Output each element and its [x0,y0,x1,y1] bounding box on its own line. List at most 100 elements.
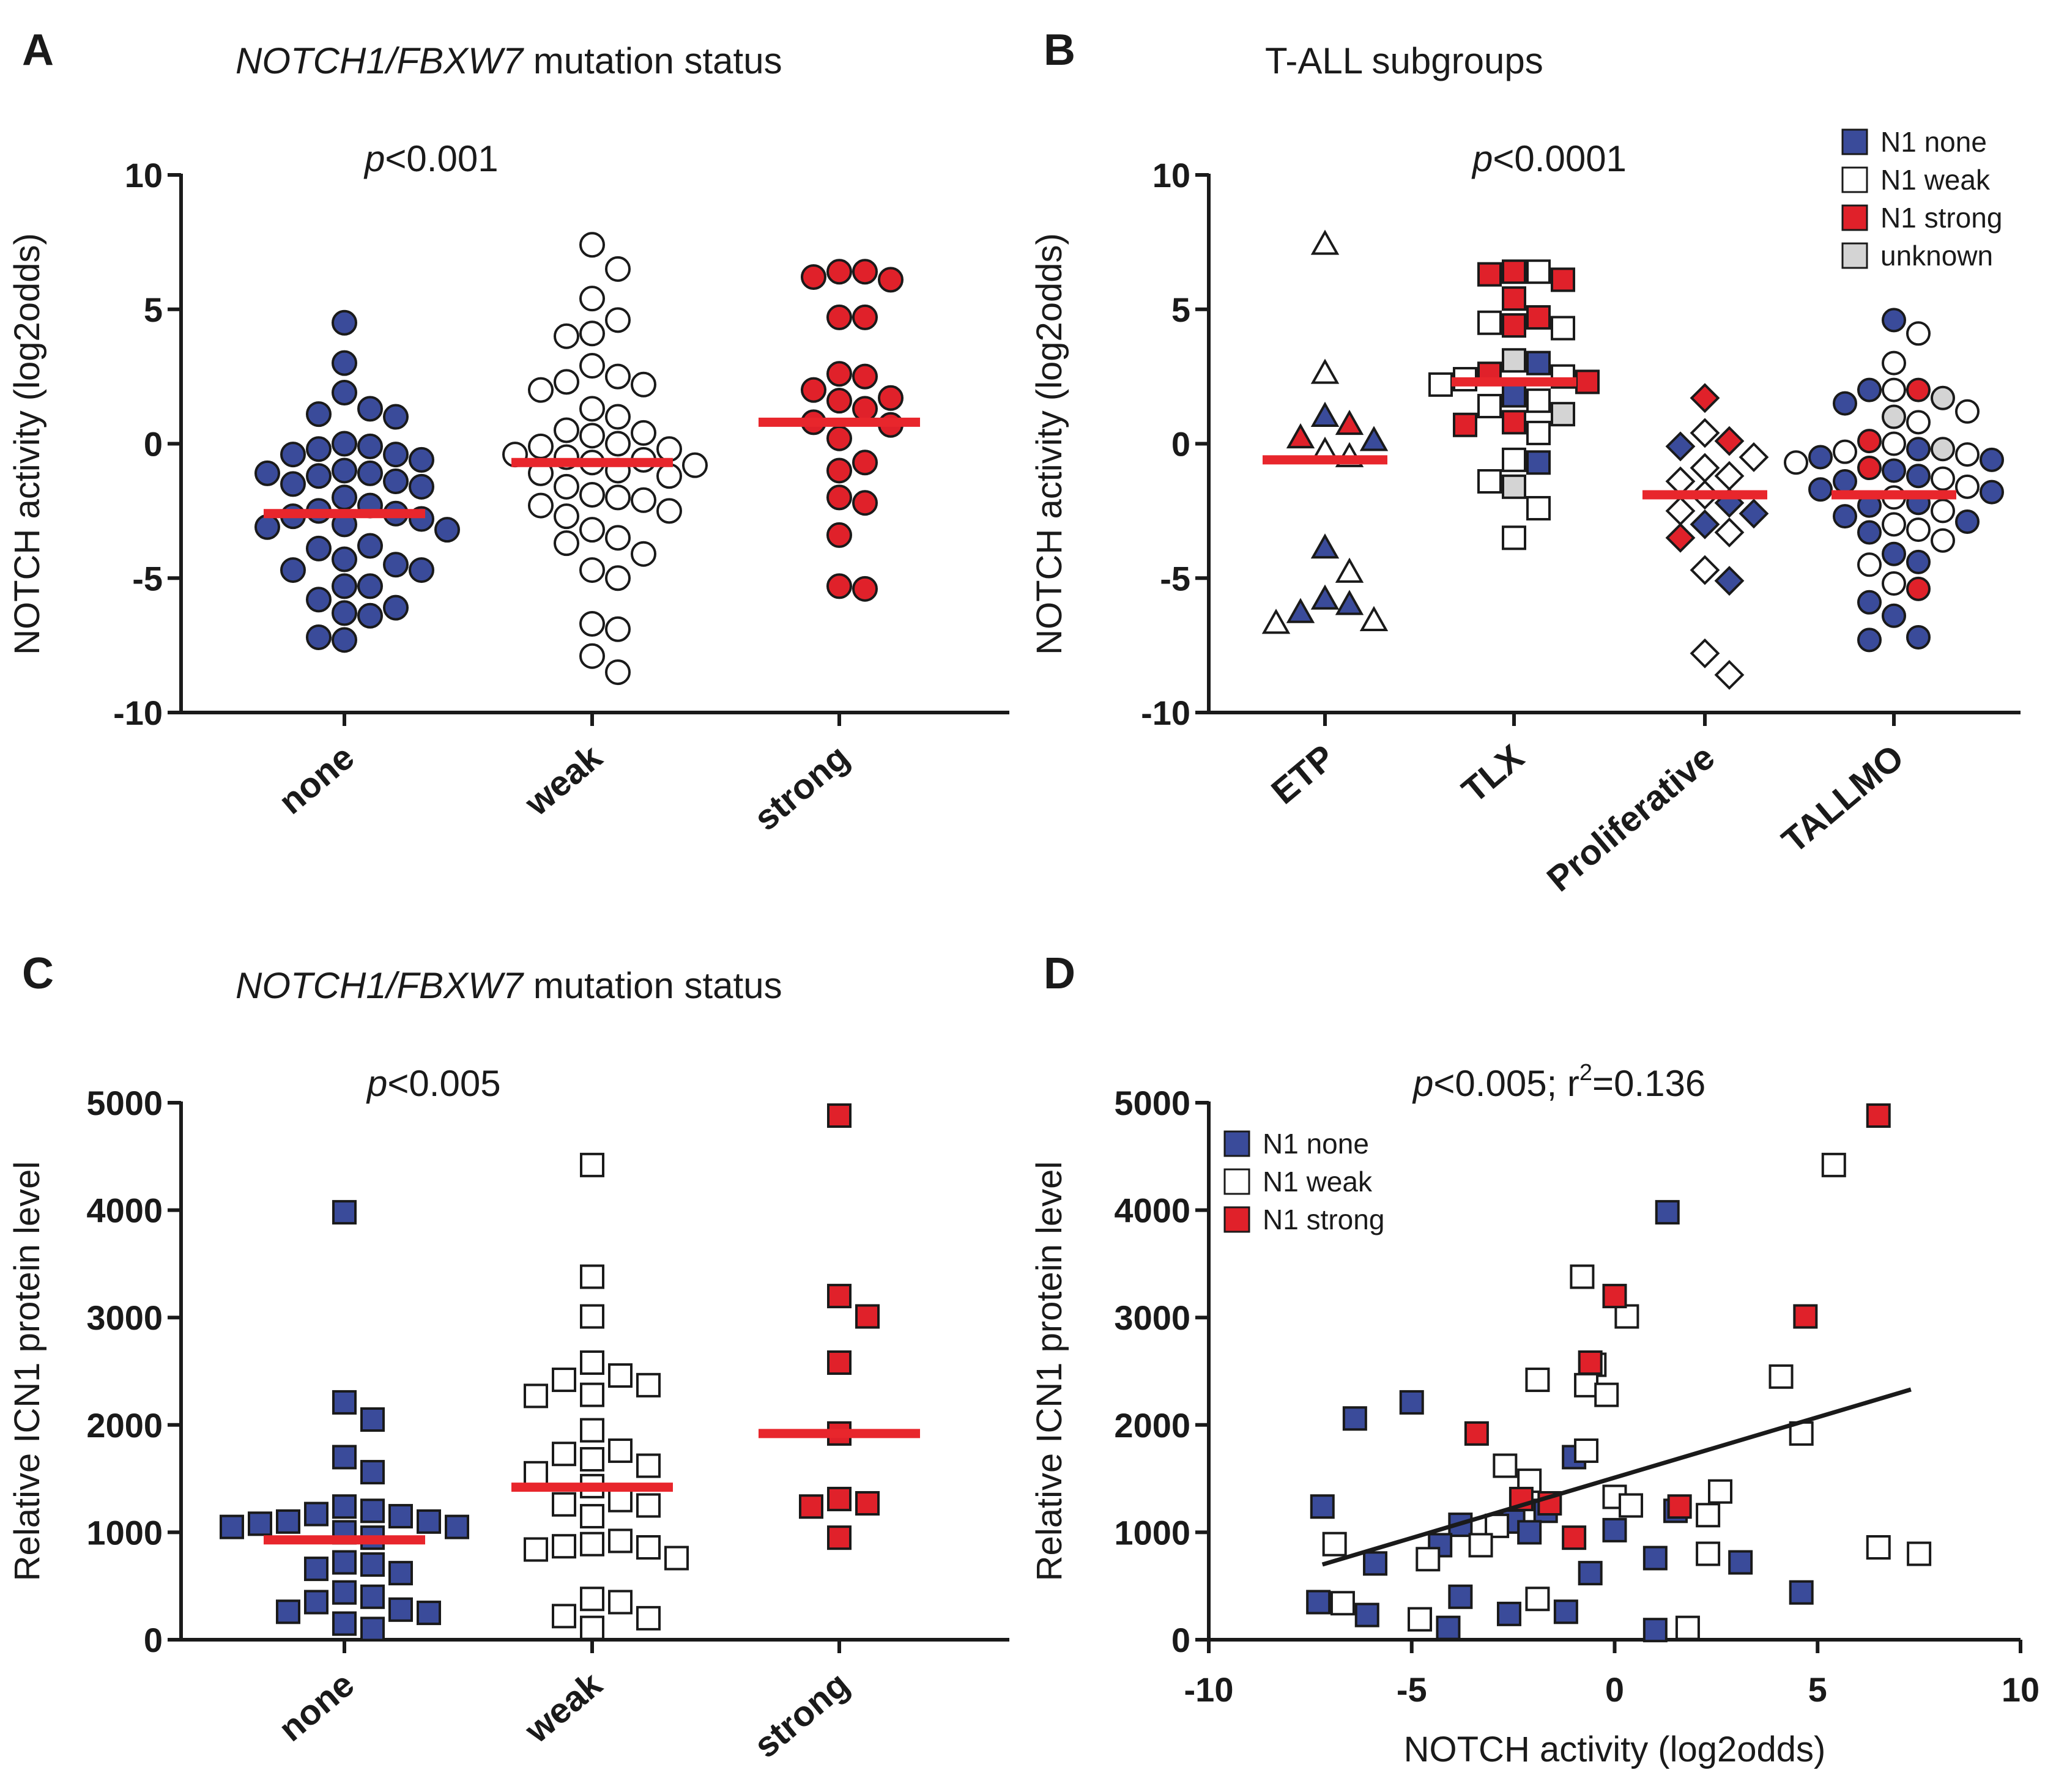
panel-a-point-none [280,471,306,497]
panel-d-point [1602,1284,1627,1309]
panel-d-point [1306,1590,1331,1615]
panel-d-y-tick-label: 2000 [1114,1406,1190,1445]
panel-c-point-strong [855,1304,880,1329]
panel-a-point-none [409,473,434,500]
panel-b-point-proliferative [1714,660,1745,690]
panel-b-point-tallmo [1882,458,1906,483]
panel-d-point [1578,1561,1603,1586]
panel-b-point-tlx [1575,369,1600,394]
panel-c-title: NOTCH1/FBXW7 mutation status [236,965,782,1006]
panel-a-point-none [306,624,332,650]
panel-a-point-none [332,627,357,653]
panel-a-point-strong [826,304,852,330]
panel-d-point [1399,1390,1424,1415]
panel-d-point [1728,1550,1753,1575]
panel-b-point-tlx [1551,267,1575,292]
panel-a-point-strong [852,450,878,476]
panel-d-legend-label: N1 none [1263,1128,1369,1160]
panel-d-point [1578,1350,1603,1375]
panel-d-point [1768,1364,1794,1389]
panel-b-y-tick-label: -5 [1160,559,1190,598]
panel-a-point-none [332,350,357,376]
panel-a-point-none [383,404,409,430]
panel-b-pvalue: p<0.0001 [1471,138,1627,179]
panel-a-point-none [306,436,332,462]
panel-b-point-tallmo [1931,528,1955,553]
panel-a-point-none [332,431,357,457]
panel-a-point-none [306,535,332,561]
panel-d-y-axis-label: Relative ICN1 protein level [1030,1161,1069,1582]
panel-a-point-strong [826,425,852,451]
panel-b-point-etp [1310,584,1340,610]
panel-a-point-strong [801,377,826,403]
panel-b-legend-swatch [1841,128,1868,155]
panel-b-point-tlx [1502,474,1526,499]
panel-c-x-tick-label: none [271,1664,362,1749]
panel-b-point-tlx [1502,348,1526,373]
panel-b-point-tallmo [1882,308,1906,333]
panel-c-point-weak [552,1368,576,1393]
panel-b-y-axis-label: NOTCH activity (log2odds) [1030,233,1069,655]
panel-b-point-proliferative [1714,426,1745,456]
panel-b-point-tallmo [1833,504,1857,529]
panel-c-point-weak [552,1492,576,1517]
panel-c-point-weak [580,1446,604,1472]
panel-d-x-tick-label: 0 [1605,1670,1624,1709]
panel-b-legend-swatch [1841,204,1868,231]
panel-c-point-strong [799,1494,823,1519]
panel-c-point-none [417,1601,441,1626]
panel-b-point-tallmo [1882,431,1906,456]
panel-a-point-strong [826,573,852,599]
panel-c-point-weak [580,1350,604,1375]
panel-c-point-none [220,1514,244,1539]
panel-d-point [1642,1546,1668,1571]
panel-a-point-weak [605,525,631,551]
panel-a-point-weak [579,353,605,379]
panel-a-y-axis-label: NOTCH activity (log2odds) [7,233,47,655]
panel-a-point-weak [605,565,631,591]
panel-b-point-tallmo [1906,624,1931,650]
panel-a-y-tick-label: 5 [144,291,163,329]
panel-b-x-tick-label: ETP [1264,737,1342,812]
panel-c-point-weak [664,1546,689,1571]
panel-b-point-tlx [1526,495,1551,520]
panel-a-point-weak [656,436,682,462]
panel-a-point-strong [878,385,904,411]
panel-d-point [1789,1580,1814,1605]
panel-a-x-tick-label: strong [746,737,856,839]
panel-b-point-tallmo [1808,445,1833,470]
panel-a-pvalue-p: p [363,138,385,179]
panel-b-point-etp [1335,409,1364,435]
panel-b-point-tlx [1551,316,1575,341]
panel-c-point-none [332,1390,357,1415]
panel-a-point-none [306,463,332,489]
panel-a-title-gene: NOTCH1/FBXW7 [236,40,525,81]
panel-c-point-weak [636,1453,661,1478]
panel-c-y-tick-label: 2000 [86,1406,163,1445]
panel-a-point-none [280,557,306,583]
panel-b-point-tallmo [1955,399,1980,424]
panel-a-point-weak [631,371,656,398]
panel-a-point-none [383,552,409,578]
panel-b-point-tlx [1551,402,1575,427]
panel-d-legend-label: N1 weak [1263,1166,1373,1198]
panel-d-legend-swatch [1223,1168,1250,1195]
panel-a-point-weak [605,484,631,511]
panel-b-title: T-ALL subgroups [1265,40,1543,81]
panel-a-point-strong [826,259,852,285]
panel-a-point-none [332,457,357,484]
panel-a-point-weak [579,232,605,258]
panel-a-point-none [332,600,357,626]
panel-b-point-etp [1310,358,1340,384]
panel-b-point-proliferative [1690,418,1720,448]
panel-a-point-weak [605,616,631,642]
panel-b: B T-ALL subgroups p<0.0001 -10 -5 0 5 10 NOTC… [1030,26,2021,899]
panel-b-point-tallmo [1857,520,1882,545]
panel-b-point-tlx [1502,525,1526,550]
panel-a-point-strong [852,576,878,602]
panel-a-point-strong [852,396,878,422]
panel-c-pvalue-text: <0.005 [387,1063,500,1104]
panel-b-legend-label: N1 none [1880,126,1987,158]
panel-b-x-tick-label: TLX [1455,737,1532,810]
